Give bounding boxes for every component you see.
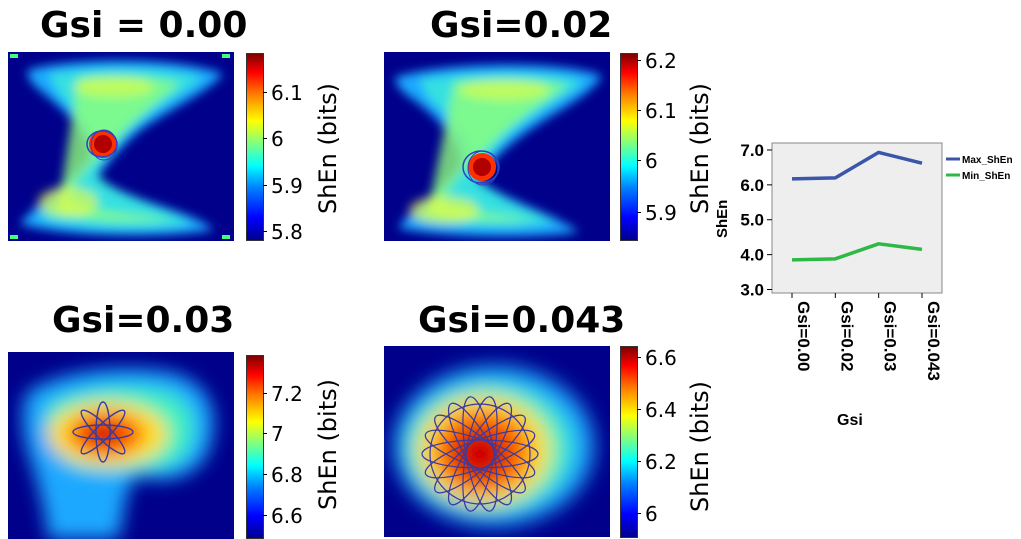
colorbar-tick-label: 6.6 [271,504,303,528]
x-tick-label: Gsi=0.00 [794,301,813,371]
plot-area [771,142,943,294]
y-tick-label: 3.0 [740,281,764,300]
colorbar-tick-mark [637,110,641,111]
colorbar-gsi-000 [246,53,264,241]
colorbar-tick-mark [637,461,641,462]
colorbar-tick-mark [263,138,267,139]
x-tick-label: Gsi=0.02 [837,301,856,371]
y-tick-label: 5.0 [740,211,764,230]
heatmap-gsi-002 [384,52,610,241]
x-tick-label: Gsi=0.03 [881,301,900,371]
colorbar-tick-label: 6.8 [271,463,303,487]
colorbar-tick-mark [637,513,641,514]
colorbar-tick-mark [263,185,267,186]
colorbar-tick-label: 6.2 [645,49,677,73]
y-tick-label: 7.0 [740,141,764,160]
colorbar-tick-mark [637,357,641,358]
colorbar-tick-label: 7 [271,422,284,446]
colorbar-gsi-003 [246,355,264,539]
heatmap-gsi-0043 [384,346,610,537]
series-line-min-shen [791,242,923,262]
colorbar-tick-label: 7.2 [271,382,303,406]
colorbar-tick-label: 6.1 [645,99,677,123]
panel-title-gsi-0043: Gsi=0.043 [418,300,626,341]
colorbar-tick-mark [263,515,267,516]
colorbar-tick-mark [637,60,641,61]
colorbar-tick-mark [263,433,267,434]
x-tick-label: Gsi=0.043 [924,301,943,381]
y-axis-label: ShEn [714,200,731,238]
legend-label: Max_ShEn [962,155,1013,166]
colorbar-tick-mark [263,474,267,475]
shen-line-chart: 3.0 4.0 5.0 6.0 7.0 Gsi=0.00 Gsi=0.02 Gsi=0.03 G… [714,141,1013,429]
colorbar-tick-label: 6 [645,502,658,526]
colorbar-tick-label: 6 [645,149,658,173]
heatmap-gsi-003 [8,352,234,539]
panel-title-gsi-003: Gsi=0.03 [52,300,235,341]
panel-title-gsi-002: Gsi=0.02 [430,5,613,46]
colorbar-tick-label: 6.4 [645,398,677,422]
colorbar-label: ShEn (bits) [314,379,342,510]
colorbar-gsi-0043 [620,346,638,538]
colorbar-label: ShEn (bits) [314,83,342,214]
colorbar-tick-mark [637,160,641,161]
heatmap-gsi-000 [8,52,234,241]
colorbar-tick-mark [263,92,267,93]
colorbar-tick-label: 5.9 [271,174,303,198]
y-tick-label: 4.0 [740,246,764,265]
panel-title-gsi-000: Gsi = 0.00 [40,5,248,46]
colorbar-tick-label: 5.8 [271,220,303,244]
colorbar-tick-label: 6 [271,127,284,151]
legend-label: Min_ShEn [962,171,1010,182]
series-line-max-shen [791,150,923,181]
x-axis-label: Gsi [837,412,863,429]
colorbar-tick-label: 6.1 [271,81,303,105]
colorbar-tick-mark [637,212,641,213]
colorbar-gsi-002 [620,53,638,241]
colorbar-tick-label: 6.2 [645,450,677,474]
colorbar-tick-label: 6.6 [645,346,677,370]
colorbar-tick-label: 5.9 [645,201,677,225]
colorbar-tick-mark [637,409,641,410]
colorbar-tick-mark [263,231,267,232]
colorbar-tick-mark [263,393,267,394]
y-tick-label: 6.0 [740,176,764,195]
